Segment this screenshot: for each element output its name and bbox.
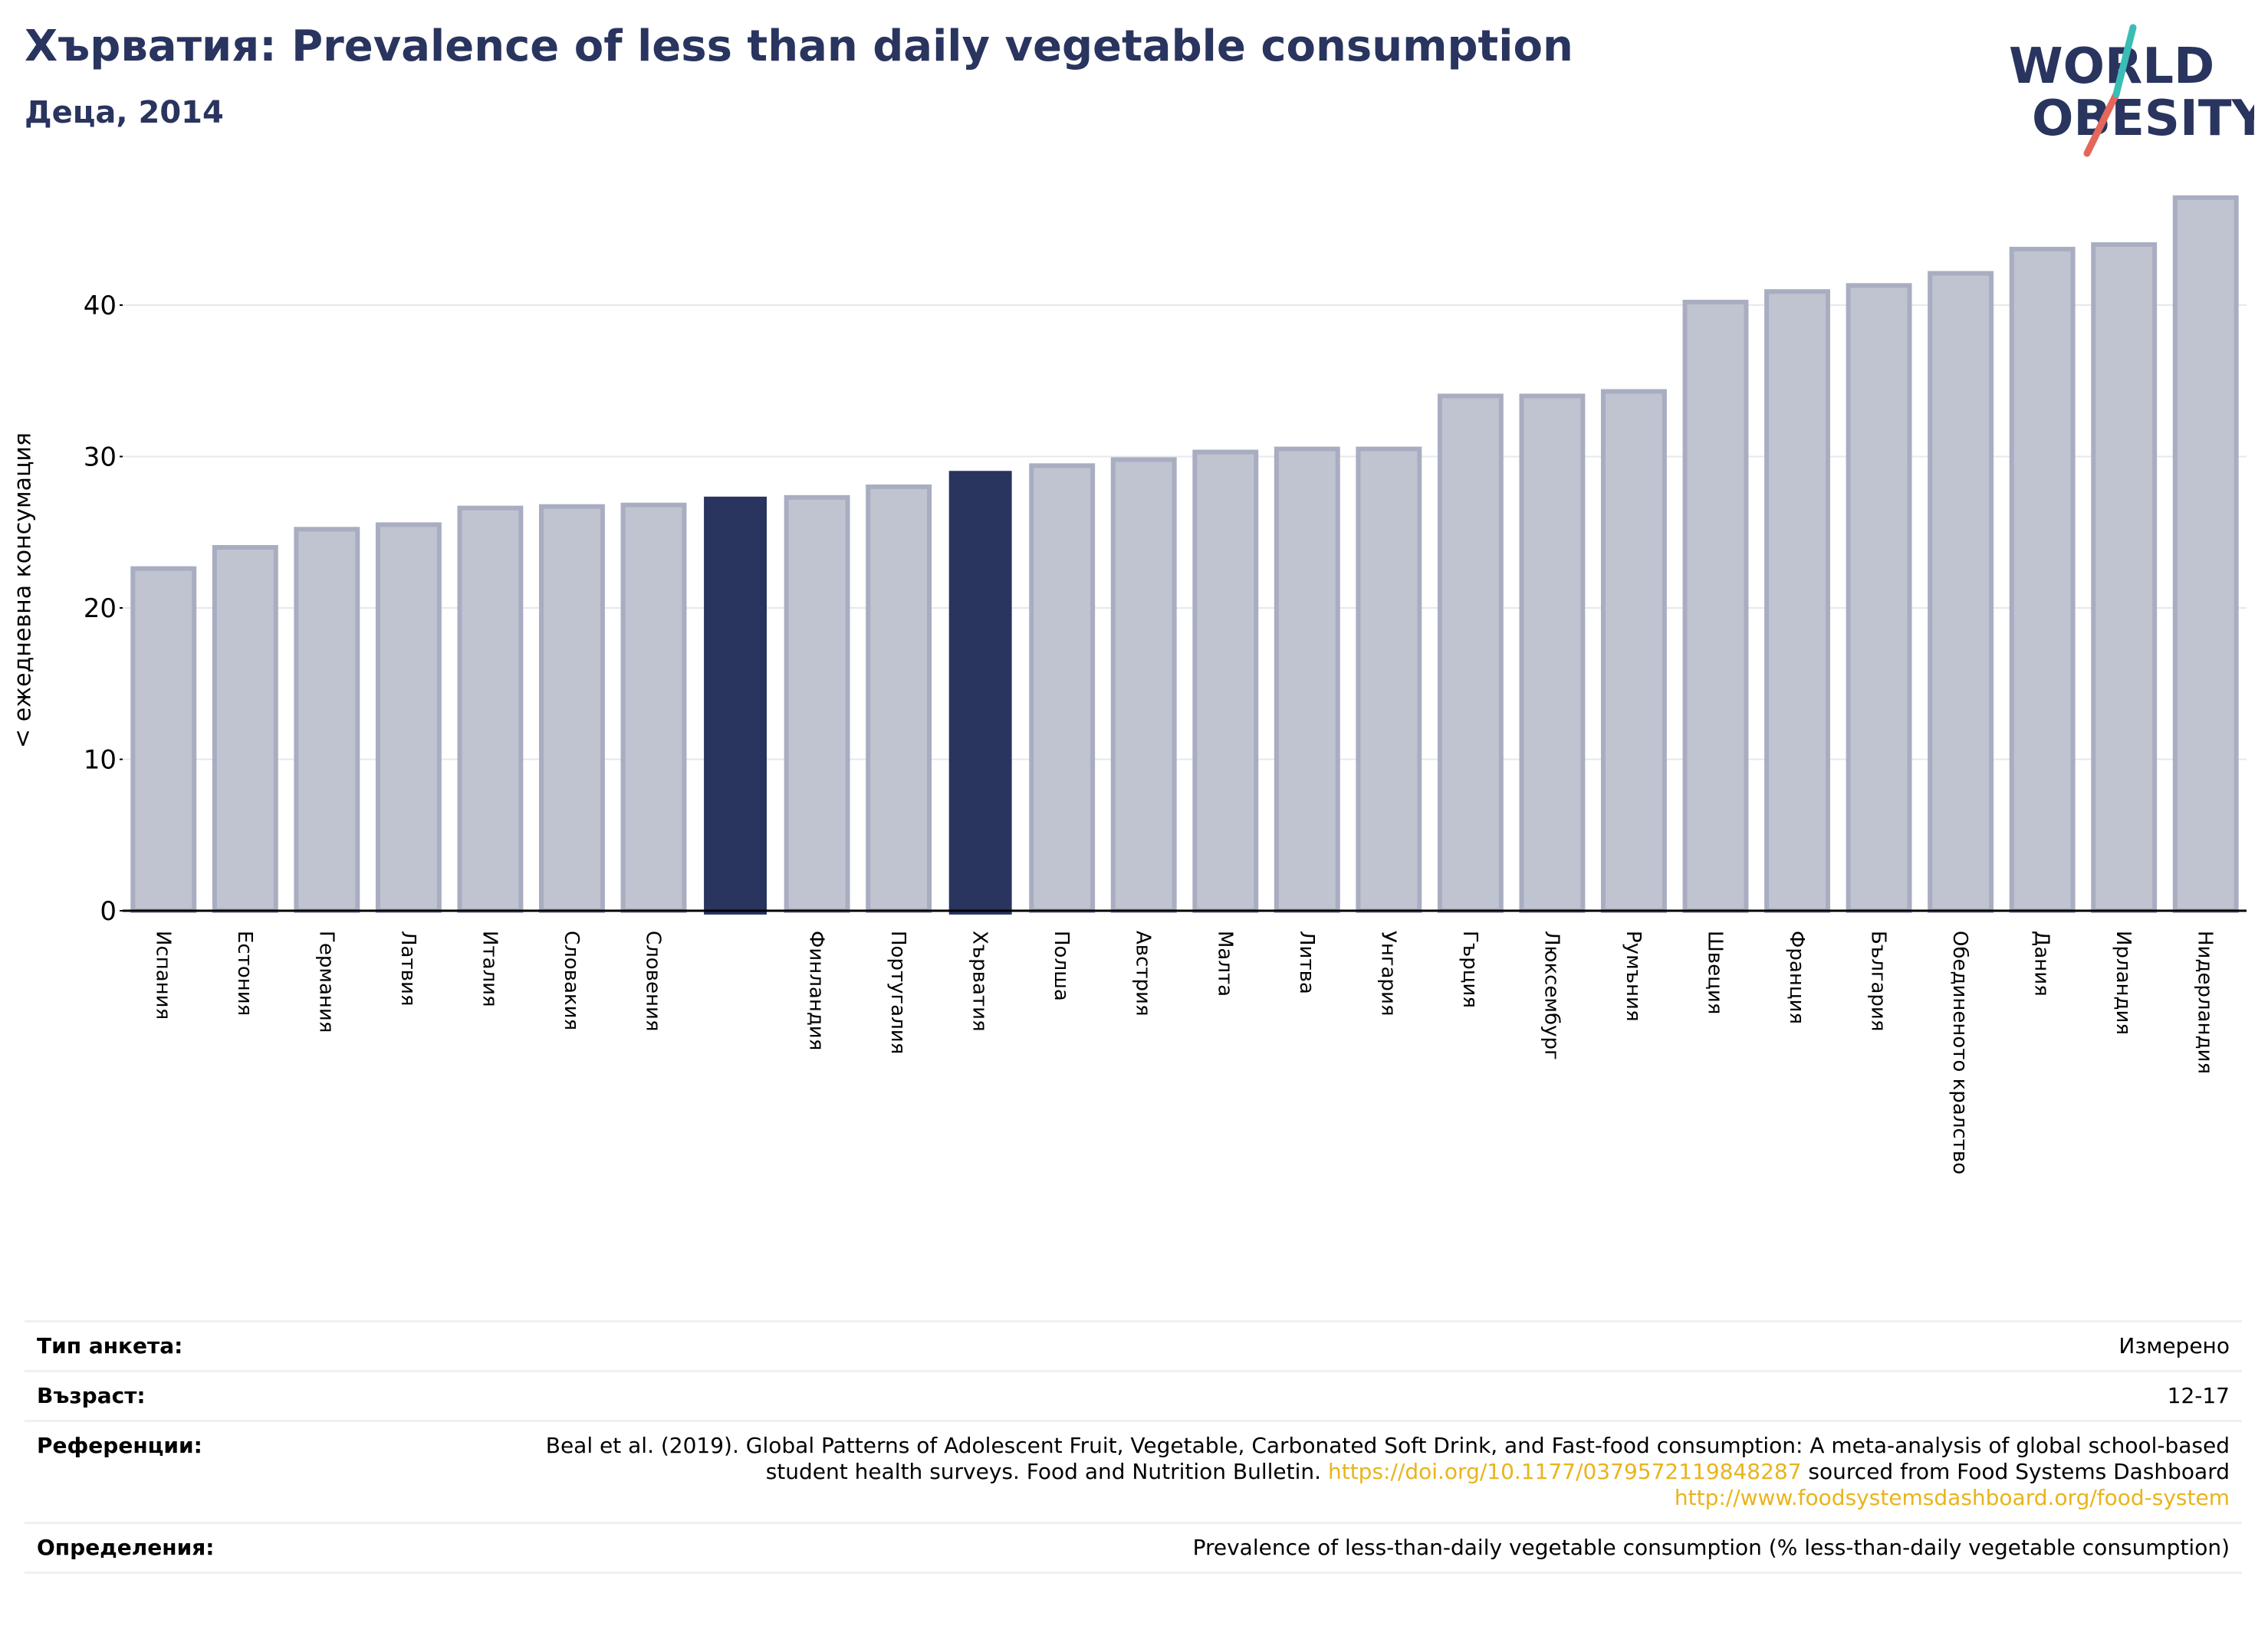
- x-tick-label: Финландия: [805, 931, 828, 1050]
- x-tick-label: Унгария: [1376, 931, 1399, 1016]
- meta-row-definitions: Определения: Prevalence of less-than-dai…: [25, 1522, 2242, 1574]
- bar: [130, 566, 197, 914]
- bar-chart: 0 10 20 30 40 Испания Естония Германия Латвия Ита…: [84, 195, 2247, 1174]
- bar: [1846, 283, 1912, 913]
- bar: [294, 527, 360, 913]
- bar: [784, 494, 850, 913]
- bar: [212, 545, 278, 913]
- food-systems-dashboard-link[interactable]: http://www.foodsystemsdashboard.org/food…: [1674, 1485, 2230, 1510]
- y-tick-label: 10: [84, 745, 117, 776]
- bar: [704, 496, 767, 915]
- bar: [2091, 242, 2158, 913]
- survey-type-value: Измерено: [509, 1320, 2242, 1372]
- x-tick-label: Словения: [642, 931, 665, 1032]
- x-tick-label: Хърватия: [968, 931, 991, 1032]
- logo-slash-teal: [2112, 24, 2137, 98]
- x-tick-label: Австрия: [1132, 931, 1155, 1017]
- bar: [1682, 300, 1749, 913]
- y-tick-label: 20: [84, 593, 117, 624]
- logo-text-world: WORLD: [2009, 38, 2214, 95]
- x-tick-label: Дания: [2030, 931, 2053, 997]
- bar: [1764, 289, 1830, 914]
- bar: [2009, 246, 2076, 913]
- bar: [620, 502, 687, 913]
- logo-text-obesity: OBESITY: [2032, 90, 2254, 147]
- x-tick-label: Обединеното кралство: [1948, 931, 1971, 1174]
- y-tick-label: 40: [84, 291, 117, 321]
- x-tick-label: Нидерландия: [2194, 931, 2217, 1074]
- chart-subtitle: Деца, 2014: [25, 95, 224, 130]
- bar: [1437, 393, 1504, 913]
- x-tick-label: Франция: [1785, 931, 1808, 1024]
- bar: [1928, 271, 1994, 913]
- doi-link[interactable]: https://doi.org/10.1177/0379572119848287: [1327, 1459, 1802, 1484]
- bar: [2172, 195, 2239, 913]
- bar: [375, 522, 442, 913]
- meta-row-references: Референции: Beal et al. (2019). Global P…: [25, 1420, 2242, 1524]
- bar: [948, 471, 1012, 915]
- x-tick-label: Испания: [151, 931, 174, 1020]
- bar: [1356, 446, 1422, 913]
- x-tick-label: Полша: [1050, 931, 1073, 1001]
- bar: [457, 505, 524, 913]
- meta-row-survey-type: Тип анкета: Измерено: [25, 1320, 2242, 1372]
- x-tick-label: Латвия: [396, 931, 419, 1007]
- y-tick-label: 0: [100, 896, 117, 927]
- bar: [1110, 457, 1177, 913]
- x-tick-label: Ирландия: [2112, 931, 2135, 1035]
- y-tick-label: 30: [84, 442, 117, 473]
- bar: [1029, 463, 1096, 913]
- x-tick-label: Германия: [314, 931, 337, 1033]
- definitions-label: Определения:: [25, 1522, 509, 1574]
- bar: [1192, 449, 1259, 913]
- age-label: Възраст:: [25, 1370, 509, 1422]
- x-tick-label: Гърция: [1458, 931, 1481, 1008]
- meta-row-age: Възраст: 12-17: [25, 1370, 2242, 1422]
- references-text-1: Beal et al. (2019). Global Patterns of A…: [545, 1433, 2230, 1484]
- references-text-2: sourced from Food Systems Dashboard: [1801, 1459, 2230, 1484]
- x-tick-label: Португалия: [886, 931, 909, 1054]
- x-tick-label: Румъния: [1622, 931, 1645, 1022]
- x-tick-label: Словакия: [560, 931, 583, 1030]
- survey-type-label: Тип анкета:: [25, 1320, 509, 1372]
- x-tick-label: Малта: [1213, 931, 1236, 997]
- x-tick-label: Италия: [478, 931, 501, 1007]
- bar: [1601, 389, 1667, 913]
- chart-title: Хърватия: Prevalence of less than daily …: [25, 21, 1573, 71]
- references-value: Beal et al. (2019). Global Patterns of A…: [509, 1420, 2242, 1524]
- definitions-value: Prevalence of less-than-daily vegetable …: [509, 1522, 2242, 1574]
- bar: [1519, 393, 1586, 913]
- x-tick-label: Естония: [233, 931, 256, 1016]
- bar: [539, 504, 605, 913]
- references-label: Референции:: [25, 1420, 509, 1524]
- x-tick-label: България: [1867, 931, 1890, 1031]
- x-tick-label: Швеция: [1704, 931, 1727, 1014]
- x-tick-label: Литва: [1295, 931, 1318, 994]
- bar: [1274, 446, 1340, 913]
- bar: [866, 485, 932, 913]
- logo-slash-red: [2083, 90, 2120, 157]
- age-value: 12-17: [509, 1370, 2242, 1422]
- world-obesity-logo: WORLD OBESITY: [2009, 24, 2254, 157]
- metadata-table: Тип анкета: Измерено Възраст: 12-17 Рефе…: [25, 1320, 2242, 1574]
- x-tick-label: Люксембург: [1540, 931, 1563, 1060]
